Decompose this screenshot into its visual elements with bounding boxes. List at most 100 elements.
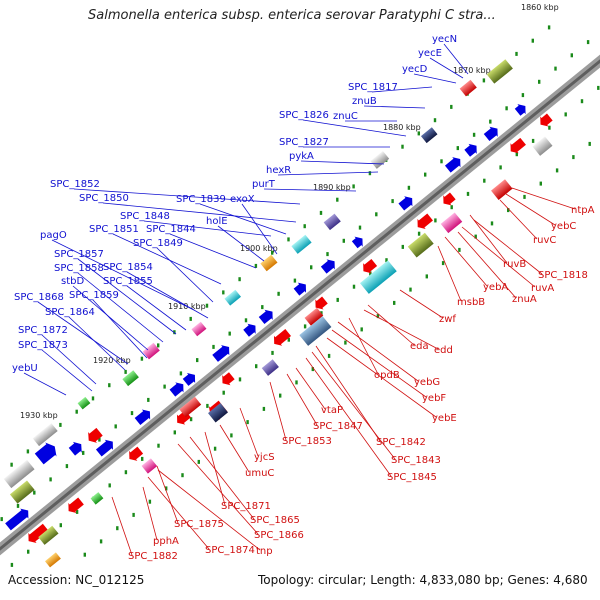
reverse-leader-line (157, 469, 261, 551)
ring-dot (499, 165, 502, 170)
ring-dot (360, 327, 363, 332)
ring-dot (10, 462, 13, 467)
feature-block (420, 127, 438, 144)
ring-dot (277, 291, 280, 296)
reverse-leader-line (111, 496, 133, 556)
forward-gene-label: exoX (230, 194, 255, 205)
reverse-leader-line (326, 337, 437, 418)
ring-dot (255, 364, 258, 369)
reverse-leader-line (469, 214, 508, 264)
ring-dot (327, 353, 331, 358)
ring-dot (580, 99, 584, 104)
forward-gene-label: SPC_1826 (279, 110, 329, 121)
ring-dot (570, 53, 573, 58)
feature-block (291, 234, 312, 254)
ring-dot (238, 277, 241, 282)
forward-leader-line (112, 233, 222, 285)
feature-block (90, 492, 104, 505)
forward-leader-line (68, 316, 126, 371)
forward-gene-arrow (212, 345, 230, 362)
ring-dot (474, 234, 477, 239)
reverse-gene-arrow (28, 523, 49, 543)
ring-dot (521, 93, 525, 98)
reverse-gene-label: SPC_1853 (282, 436, 332, 447)
ring-dot (424, 172, 427, 177)
reverse-leader-line (142, 486, 158, 541)
forward-leader-line (199, 203, 287, 235)
ring-dot (539, 181, 542, 186)
ring-dot (401, 244, 404, 249)
ring-dot (440, 159, 443, 164)
ring-dot (385, 258, 388, 263)
reverse-gene-label: SPC_1871 (221, 501, 271, 512)
forward-leader-line (363, 105, 426, 109)
ring-dot (295, 380, 298, 385)
ring-dot (148, 499, 152, 504)
reverse-gene-label: edd (434, 345, 453, 356)
reverse-gene-label: SPC_1847 (313, 421, 363, 432)
reverse-leader-line (461, 226, 536, 288)
reverse-gene-label: yebF (422, 393, 446, 404)
feature-block (491, 179, 513, 200)
ring-dot (189, 316, 192, 321)
reverse-leader-line (399, 289, 444, 319)
forward-leader-line (77, 258, 177, 335)
ring-dot (523, 194, 526, 199)
ring-dot (417, 231, 421, 236)
ring-dot (450, 205, 453, 210)
ring-dot (358, 225, 362, 230)
forward-gene-label: pagO (40, 230, 67, 241)
ring-dot (409, 287, 412, 292)
ring-dot (75, 409, 78, 414)
forward-gene-label: SPC_1873 (18, 340, 68, 351)
ring-dot (303, 224, 306, 229)
ring-dot (124, 470, 128, 475)
ring-dot (114, 424, 117, 429)
reverse-gene-label: opdB (374, 370, 400, 381)
forward-leader-line (156, 247, 214, 303)
forward-gene-label: SPC_1848 (120, 211, 170, 222)
ring-dot (157, 343, 160, 348)
ring-dot (547, 25, 551, 30)
ring-dot (441, 261, 445, 266)
reverse-gene-arrow (510, 137, 526, 154)
forward-gene-arrow (483, 126, 498, 141)
ring-dot (303, 324, 307, 329)
reverse-leader-line (444, 236, 488, 287)
feature-block (532, 136, 553, 156)
map-title: Salmonella enterica subsp. enterica sero… (88, 8, 496, 23)
forward-gene-label: SPC_1857 (54, 249, 104, 260)
forward-gene-label: SPC_1852 (50, 179, 100, 190)
ring-dot (572, 155, 575, 160)
reverse-leader-line (511, 187, 576, 210)
feature-block (77, 396, 91, 410)
ring-dot (311, 367, 314, 372)
feature-block (459, 79, 477, 97)
forward-leader-line (263, 188, 357, 192)
forward-leader-line (217, 225, 265, 262)
forward-gene-arrow (134, 409, 151, 425)
forward-leader-line (72, 285, 149, 351)
forward-gene-arrow (5, 508, 29, 531)
reverse-leader-line (348, 317, 379, 375)
ring-dot (124, 369, 127, 374)
ring-dot (140, 356, 144, 361)
tick-label: 1890 kbp (313, 183, 351, 192)
ring-dot (27, 549, 30, 554)
ring-dot (99, 539, 103, 544)
reverse-gene-label: SPC_1882 (128, 551, 178, 562)
reverse-leader-line (177, 443, 259, 535)
ring-dot (342, 238, 345, 243)
ring-dot (458, 247, 461, 252)
reverse-gene-label: znuA (512, 294, 537, 305)
reverse-leader-line (305, 357, 392, 477)
forward-leader-line (169, 233, 257, 269)
tick-label: 1880 kbp (383, 123, 421, 132)
forward-leader-line (429, 57, 464, 79)
tick-label: 1930 kbp (20, 411, 58, 420)
reverse-leader-line (437, 245, 462, 302)
reverse-gene-label: SPC_1865 (250, 515, 300, 526)
forward-gene-label: SPC_1839 (176, 194, 226, 205)
reverse-gene-label: ruvC (533, 235, 556, 246)
